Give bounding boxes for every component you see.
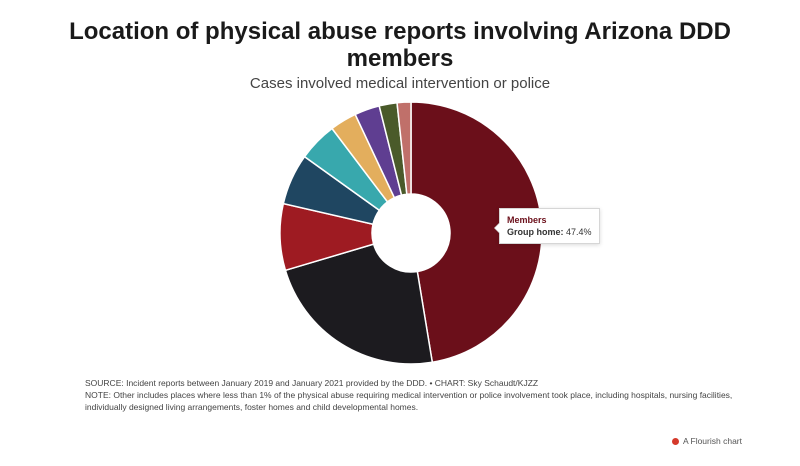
flourish-logo-icon	[671, 437, 679, 445]
flourish-credit[interactable]: A Flourish chart	[671, 436, 742, 446]
chart-tooltip: Members Group home: 47.4%	[494, 208, 600, 244]
chart-title: Location of physical abuse reports invol…	[69, 18, 731, 72]
tooltip-title: Members	[507, 215, 547, 225]
chart-subtitle: Cases involved medical intervention or p…	[249, 75, 551, 92]
pie-slice[interactable]	[410, 101, 543, 364]
tooltip-label: Group home:	[507, 227, 564, 237]
pie-slice[interactable]	[284, 243, 434, 365]
note-text: NOTE: Other includes places where less t…	[85, 390, 733, 412]
tooltip-value: 47.4%	[566, 227, 592, 237]
chart-footer: SOURCE: Incident reports between January…	[85, 377, 745, 413]
source-note: SOURCE: Incident reports between January…	[85, 378, 539, 388]
pie-slice[interactable]	[396, 101, 412, 196]
flourish-credit-label: A Flourish chart	[682, 436, 742, 446]
